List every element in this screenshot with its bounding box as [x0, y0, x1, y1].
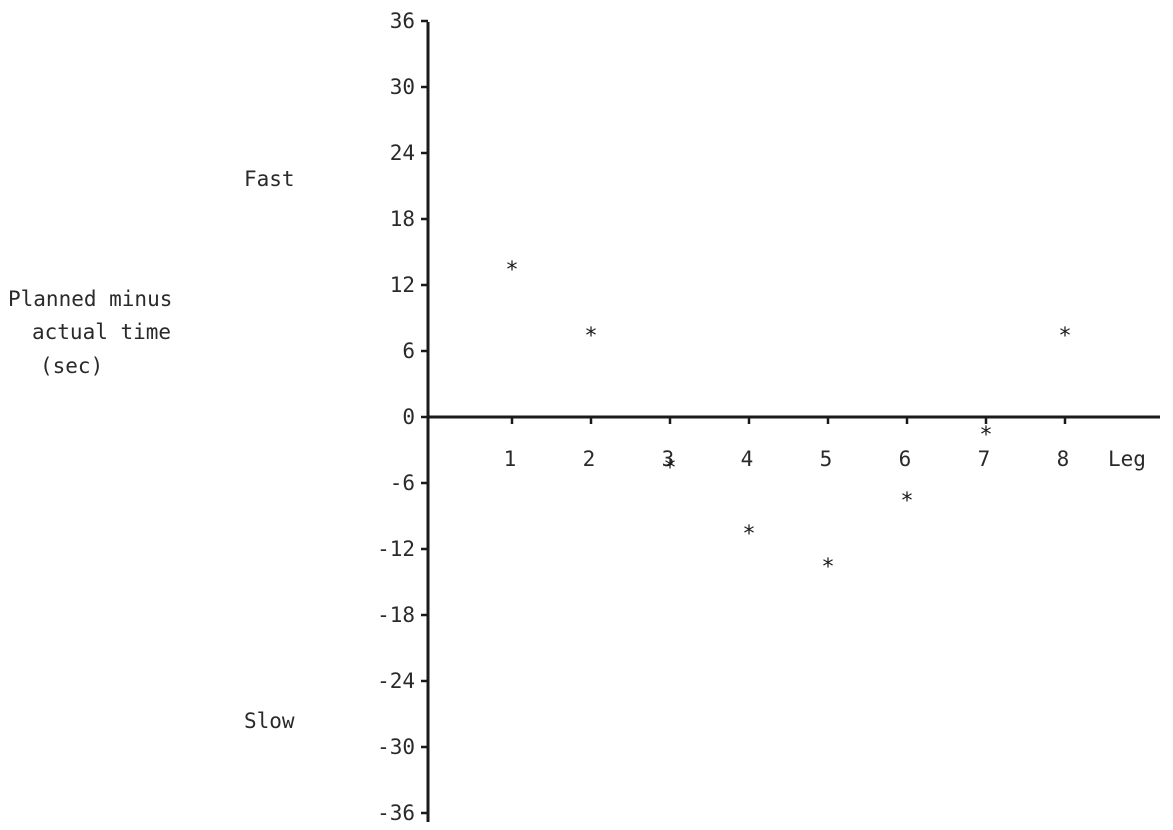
- y-axis-label-line-1: Planned minus: [8, 287, 172, 311]
- data-point: *: [663, 456, 676, 481]
- data-point: *: [584, 324, 597, 349]
- x-tick-label: 5: [820, 447, 833, 471]
- y-axis-label-line-3: (sec): [40, 354, 103, 378]
- y-tick-label: 12: [390, 273, 415, 297]
- x-tick-label: 8: [1057, 447, 1070, 471]
- x-tick-label: 7: [978, 447, 991, 471]
- y-tick-label: 6: [402, 339, 415, 363]
- y-axis-label-line-2: actual time: [32, 320, 171, 344]
- y-tick-label: -12: [377, 537, 415, 561]
- data-point: *: [742, 522, 755, 547]
- y-tick-label: 0: [402, 405, 415, 429]
- x-axis-label: Leg: [1108, 447, 1146, 471]
- y-tick-label: 18: [390, 207, 415, 231]
- fast-annotation: Fast: [244, 167, 295, 191]
- data-point: *: [505, 258, 518, 283]
- y-tick-label: -30: [377, 735, 415, 759]
- data-point: *: [979, 423, 992, 448]
- y-tick-label: 24: [390, 141, 415, 165]
- y-tick-label: -36: [377, 801, 415, 825]
- data-point: *: [900, 489, 913, 514]
- x-tick-label: 1: [504, 447, 517, 471]
- x-tick-label: 4: [741, 447, 754, 471]
- y-tick-label: 30: [390, 75, 415, 99]
- data-points: * * * * * * * *: [505, 258, 1071, 580]
- data-point: *: [1058, 324, 1071, 349]
- x-tick-label: 3: [662, 447, 675, 471]
- data-point: *: [821, 555, 834, 580]
- x-tick-label: 6: [899, 447, 912, 471]
- slow-annotation: Slow: [244, 709, 295, 733]
- y-tick-label: -24: [377, 669, 415, 693]
- y-tick-label: -6: [390, 471, 415, 495]
- y-tick-label: 36: [390, 9, 415, 33]
- y-tick-label: -18: [377, 603, 415, 627]
- y-axis-ticks: 36 30 24 18 12 6 0 -6 -12 -18 -24 -30 -36: [377, 9, 428, 825]
- x-axis-ticks: 1 2 3 4 5 6 7 8: [504, 417, 1070, 471]
- x-tick-label: 2: [583, 447, 596, 471]
